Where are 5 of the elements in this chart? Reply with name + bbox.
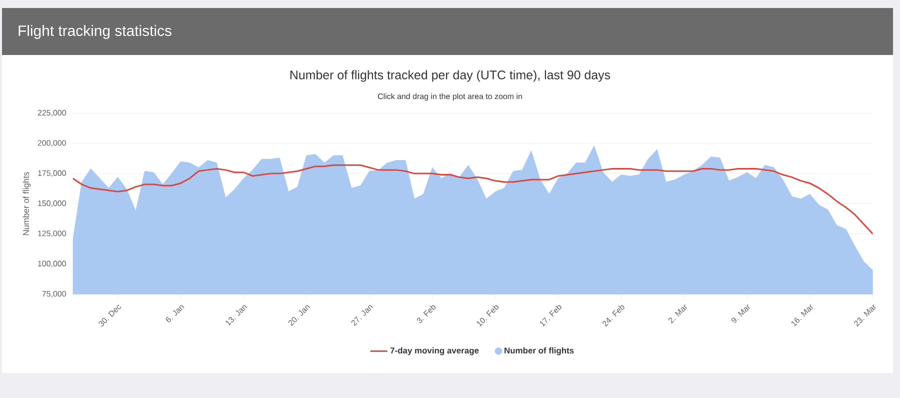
- chart-title: Flight tracking statistics: [18, 25, 172, 39]
- chart-subtitle: Number of flights tracked per day (UTC time), last 90 days: [290, 70, 610, 82]
- y-axis-title: Number of flights: [22, 172, 31, 236]
- legend-label: Number of flights: [504, 347, 574, 356]
- legend-label: 7-day moving average: [390, 347, 479, 356]
